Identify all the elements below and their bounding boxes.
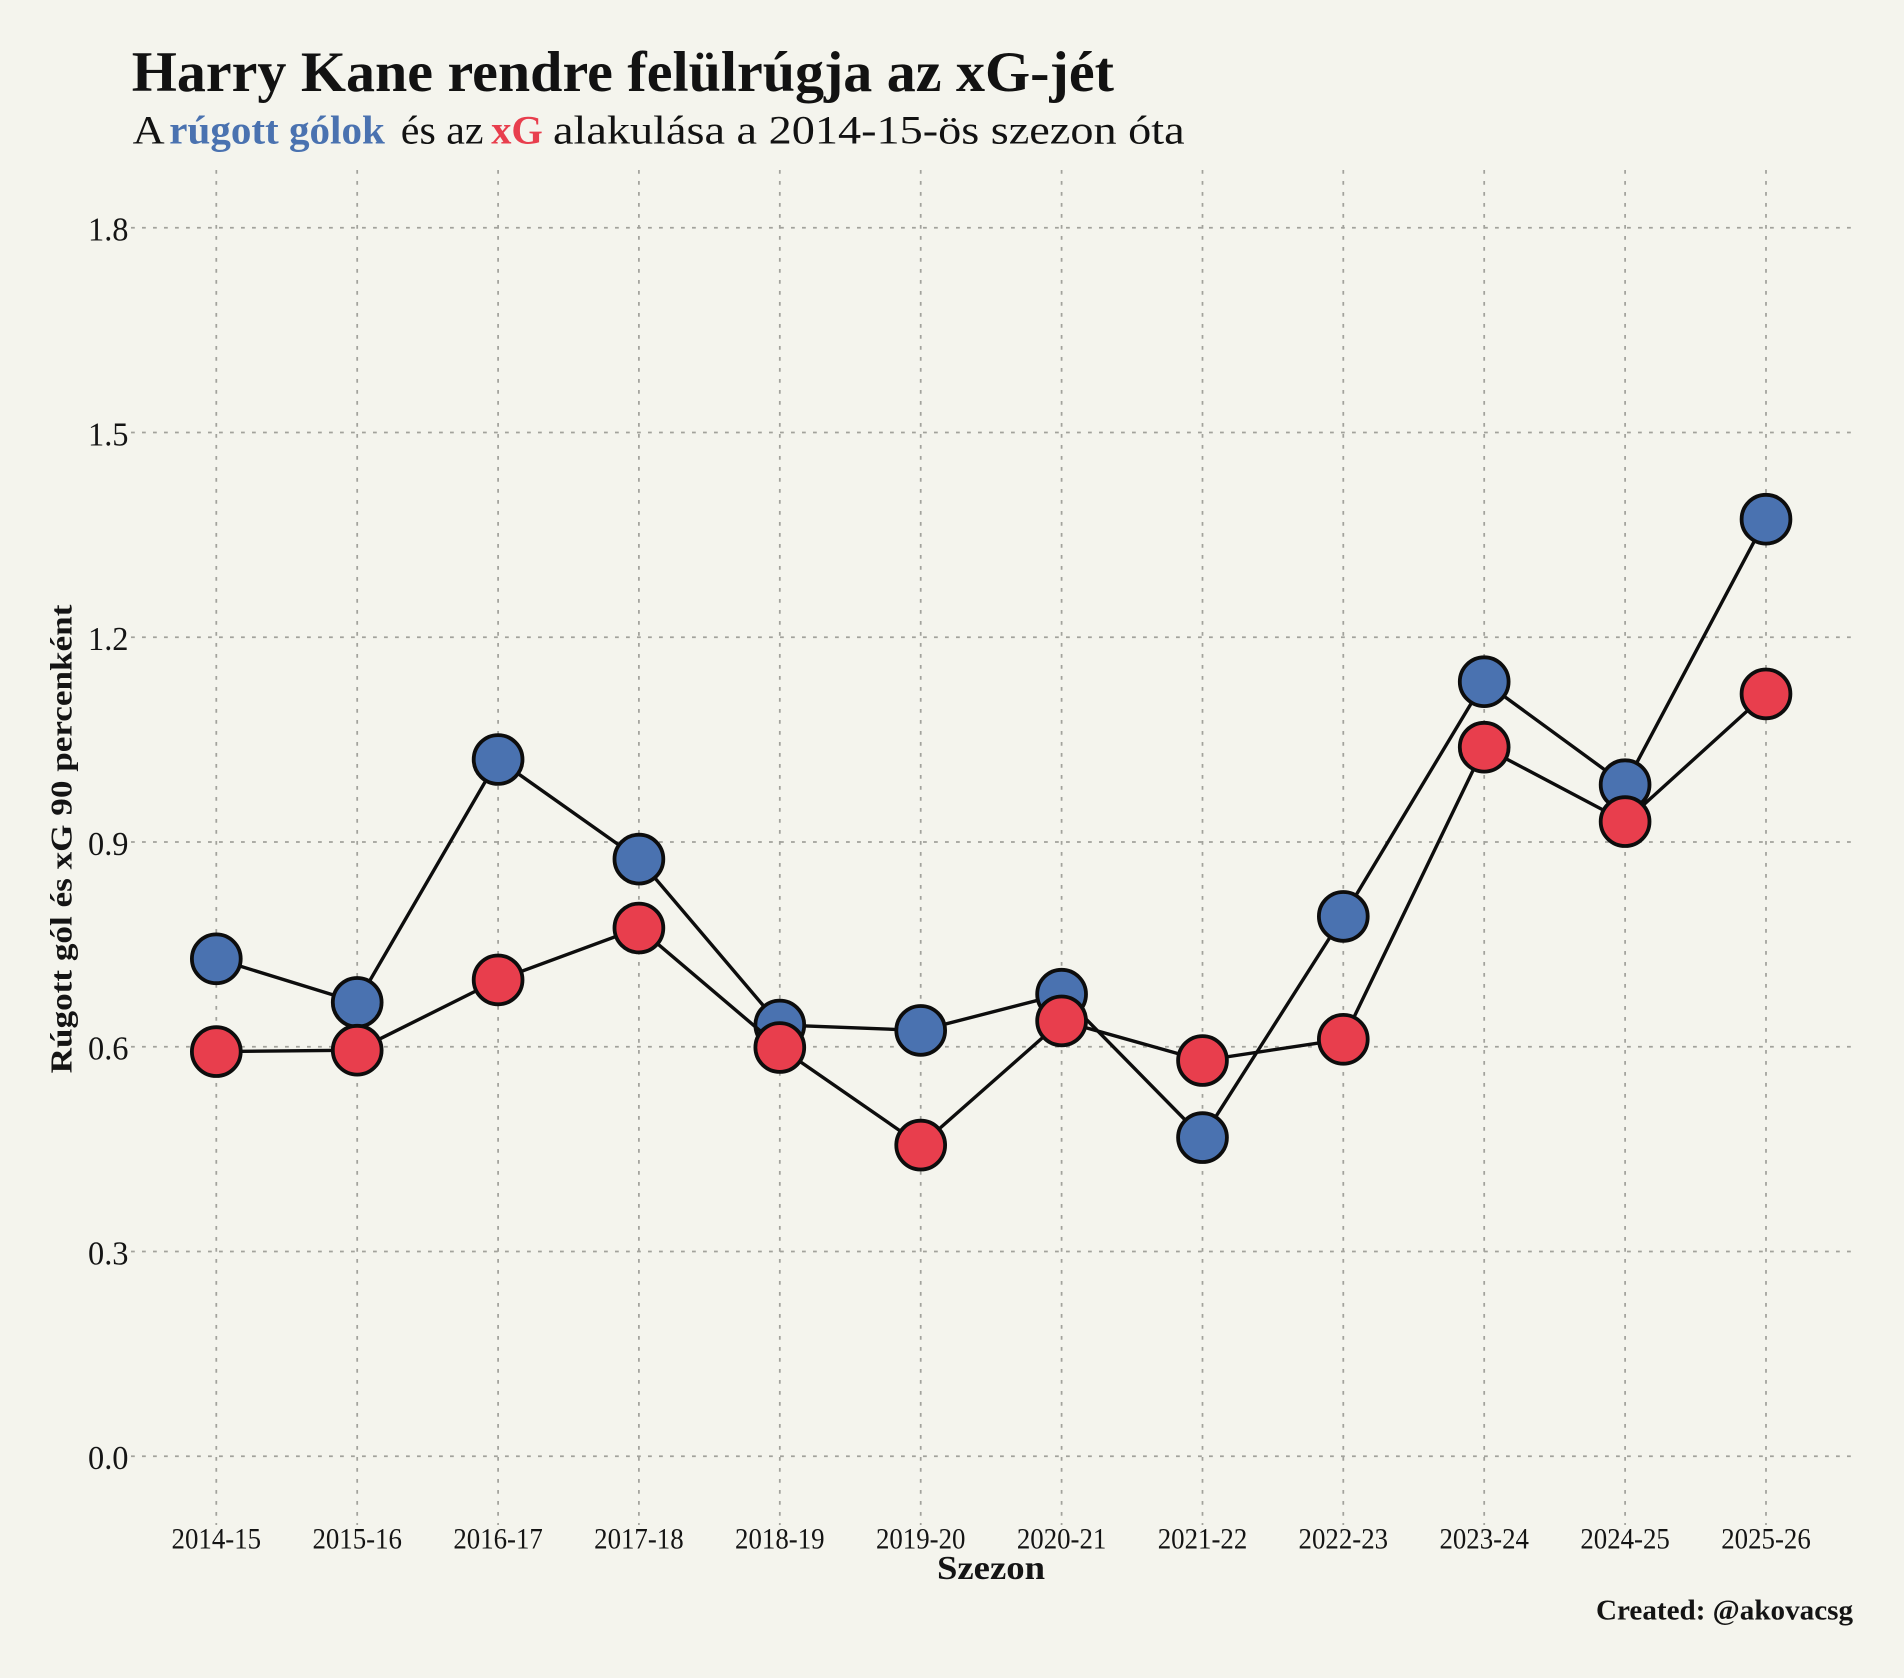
svg-text:2014-15: 2014-15 xyxy=(172,1523,262,1556)
svg-text:2017-18: 2017-18 xyxy=(594,1523,684,1556)
svg-text:2021-22: 2021-22 xyxy=(1158,1523,1248,1556)
svg-text:xG: xG xyxy=(491,108,543,153)
svg-text:Szezon: Szezon xyxy=(937,1550,1045,1587)
svg-text:alakulása a 2014-15-ös szezon: alakulása a 2014-15-ös szezon óta xyxy=(553,108,1185,153)
svg-text:Rúgott gól és xG 90 percenként: Rúgott gól és xG 90 percenként xyxy=(44,605,79,1074)
svg-text:rúgott gólok: rúgott gólok xyxy=(169,108,385,153)
svg-text:2025-26: 2025-26 xyxy=(1721,1523,1811,1556)
svg-text:2016-17: 2016-17 xyxy=(453,1523,543,1556)
svg-text:1.5: 1.5 xyxy=(88,416,129,453)
svg-text:2023-24: 2023-24 xyxy=(1439,1523,1529,1556)
svg-text:A: A xyxy=(133,108,165,153)
svg-text:2024-25: 2024-25 xyxy=(1580,1523,1670,1556)
svg-text:és az: és az xyxy=(401,108,484,153)
svg-text:Created: @akovacsg: Created: @akovacsg xyxy=(1596,1596,1853,1627)
svg-text:1.2: 1.2 xyxy=(88,621,129,658)
svg-text:2019-20: 2019-20 xyxy=(876,1523,966,1556)
svg-text:Harry Kane rendre felülrúgja a: Harry Kane rendre felülrúgja az xG-jét xyxy=(132,41,1114,103)
svg-text:2022-23: 2022-23 xyxy=(1299,1523,1389,1556)
svg-text:0.9: 0.9 xyxy=(88,826,129,863)
svg-text:2018-19: 2018-19 xyxy=(735,1523,825,1556)
svg-text:2015-16: 2015-16 xyxy=(312,1523,402,1556)
svg-text:2020-21: 2020-21 xyxy=(1017,1523,1107,1556)
svg-text:0.6: 0.6 xyxy=(88,1031,129,1068)
svg-text:1.8: 1.8 xyxy=(88,212,129,249)
svg-text:0.3: 0.3 xyxy=(88,1235,129,1272)
svg-text:0.0: 0.0 xyxy=(88,1440,129,1477)
